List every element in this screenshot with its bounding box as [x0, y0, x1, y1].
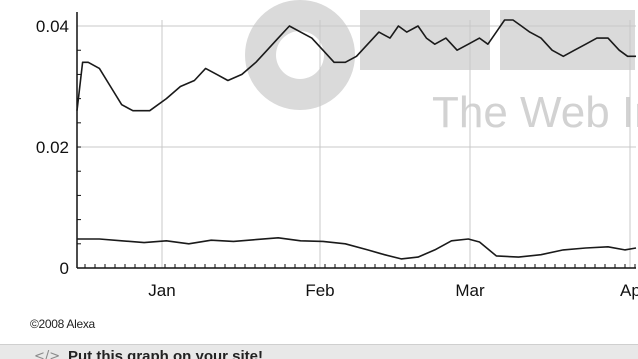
x-tick-label: Ap	[620, 281, 638, 300]
x-tick-label: Mar	[455, 281, 485, 300]
series-line-2	[77, 237, 637, 260]
x-tick-label: Jan	[148, 281, 175, 300]
alexa-watermark: The Web Infor	[245, 0, 638, 137]
code-icon: </>	[34, 349, 61, 359]
x-tick-label: Feb	[305, 281, 334, 300]
tick-labels: 0.04 0.02 0 Jan Feb Mar Ap	[36, 17, 638, 300]
y-tick-label: 0.02	[36, 138, 69, 157]
axes	[76, 12, 636, 269]
y-tick-label: 0.04	[36, 17, 69, 36]
series-line-1	[76, 19, 636, 112]
watermark-tagline: The Web Infor	[432, 88, 638, 137]
copyright-text: ©2008 Alexa	[30, 317, 95, 331]
chart: The Web Infor 0.04 0.02 0 Jan Feb Mar Ap	[36, 0, 638, 300]
y-tick-label: 0	[60, 259, 69, 278]
embed-graph-link[interactable]: Put this graph on your site!	[68, 348, 264, 359]
promo-bar: </> Put this graph on your site!	[0, 344, 638, 359]
series-lines	[76, 19, 637, 260]
